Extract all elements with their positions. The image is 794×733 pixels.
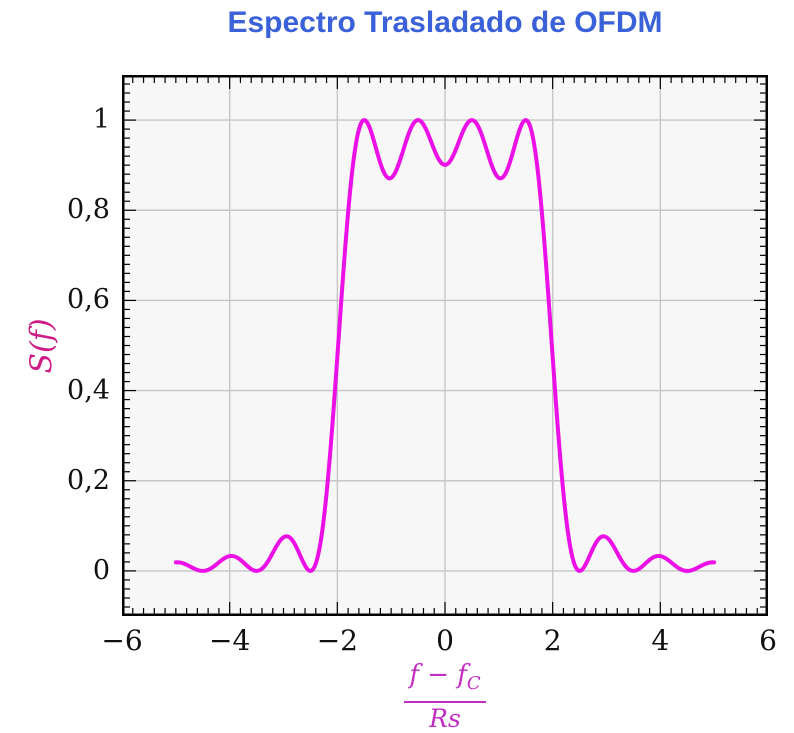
x-label-numerator: f − fC [404,659,486,704]
x-tick-label: −6 [101,624,143,657]
x-label-numerator-subscript: C [466,673,481,695]
y-tick-label: 0,2 [67,464,110,496]
plot-area [122,75,768,616]
x-label-numerator-text: f − f [409,660,467,690]
x-tick-label: 2 [543,624,562,657]
x-tick-label: −4 [209,624,251,657]
y-tick-label: 0,8 [67,194,110,226]
y-tick-label: 0,6 [67,284,110,316]
y-tick-label: 1 [92,104,110,136]
x-tick-label: 4 [651,624,670,657]
chart-title: Espectro Trasladado de OFDM [227,6,663,39]
spectrum-curve [173,118,717,573]
y-tick-label: 0 [92,554,110,586]
x-tick-label: 0 [436,624,454,657]
x-label-fraction: f − fC Rs [404,659,486,733]
plot-frame [122,75,768,616]
plot-canvas [122,75,768,616]
y-tick-label: 0,4 [67,374,110,406]
y-axis-label: S(f) [24,318,60,374]
x-label-denominator: Rs [429,704,461,733]
x-axis-label: f − fC Rs [122,659,768,733]
x-tick-label: 6 [759,624,777,657]
x-tick-label: −2 [316,624,358,657]
